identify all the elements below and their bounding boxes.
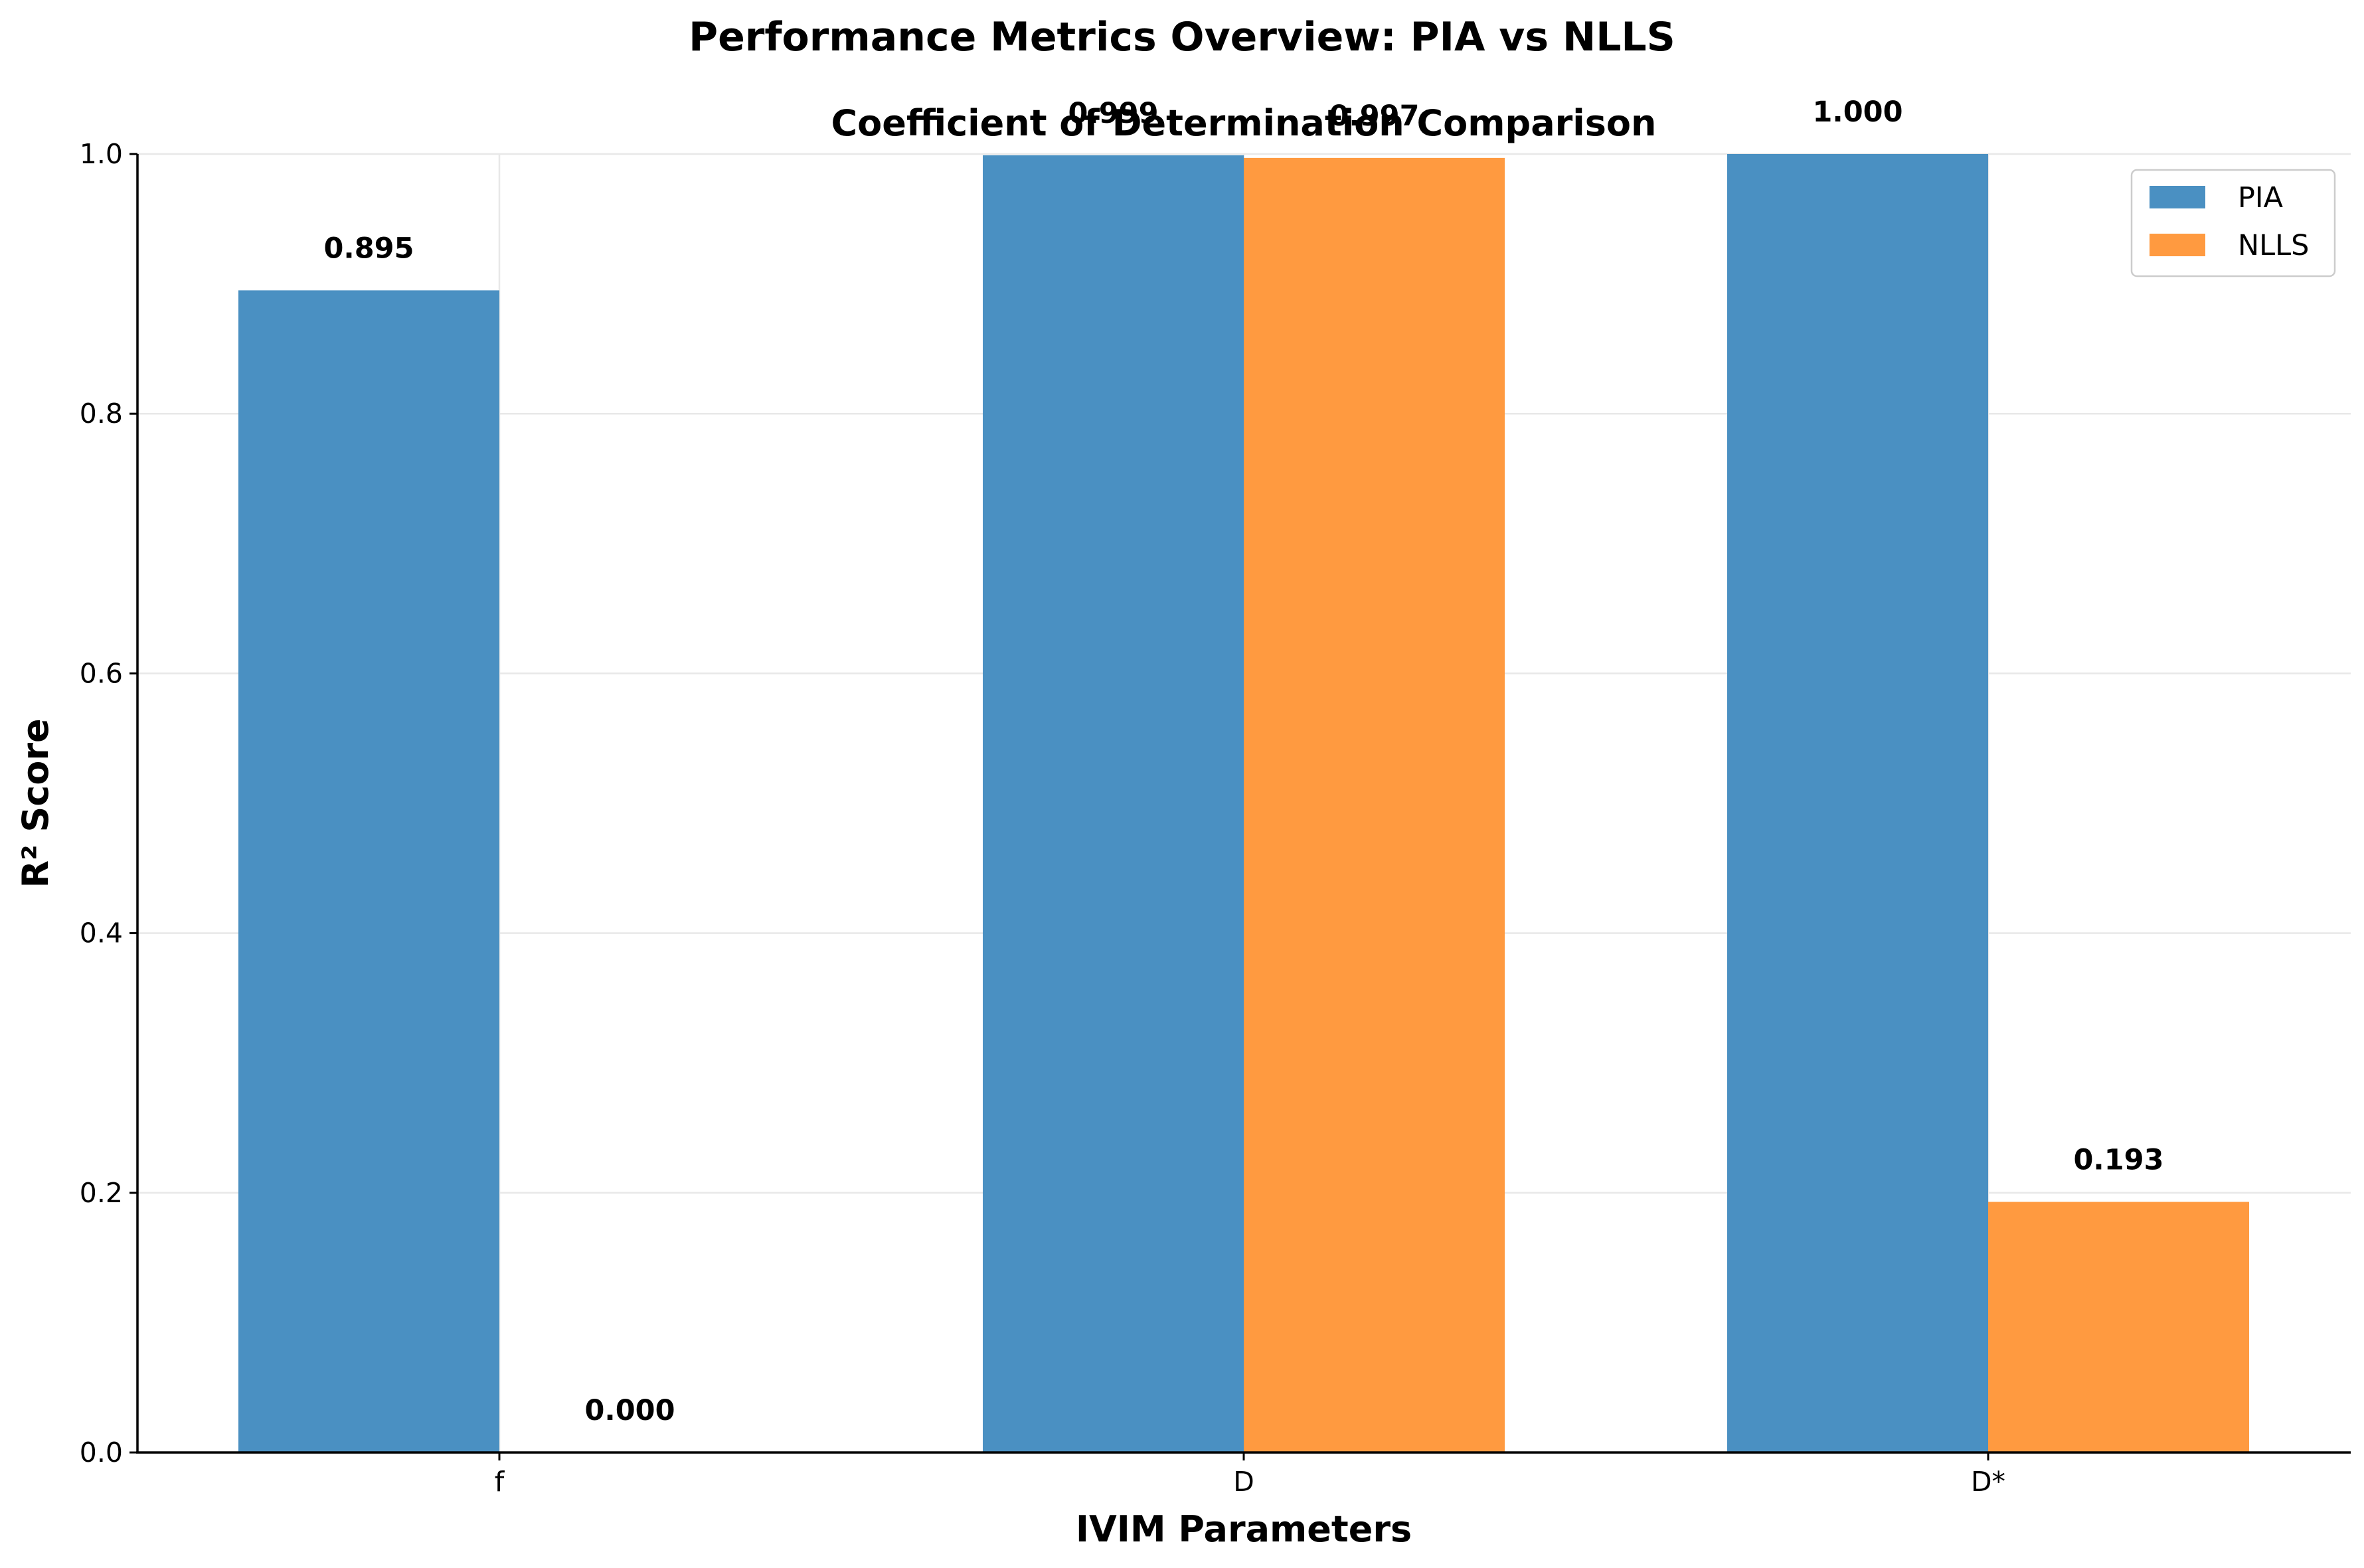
bars: [238, 154, 2249, 1452]
y-ticks: 0.0 0.2 0.4 0.6 0.8 1.0: [80, 138, 137, 1468]
y-tick-label: 0.8: [80, 398, 123, 430]
legend: PIA NLLS: [2130, 169, 2336, 277]
chart-title: Coefficient of Determination Comparison: [831, 102, 1657, 144]
x-tick-label: f: [495, 1466, 505, 1498]
y-tick-label: 0.6: [80, 657, 123, 689]
x-tick-label: D*: [1971, 1466, 2005, 1498]
legend-label-nlls: NLLS: [2238, 229, 2309, 262]
y-tick-label: 0.2: [80, 1177, 123, 1209]
value-label-pia: 0.999: [1068, 97, 1158, 130]
value-label-nlls: 0.997: [1329, 100, 1419, 133]
legend-label-pia: PIA: [2238, 181, 2284, 214]
legend-swatch-pia: [2150, 186, 2205, 208]
y-tick-label: 0.4: [80, 917, 123, 949]
bar-pia-d: [983, 155, 1244, 1452]
figure-title: Performance Metrics Overview: PIA vs NLL…: [689, 14, 1675, 60]
value-label-pia: 0.895: [323, 232, 414, 265]
x-tick-label: D: [1233, 1466, 1254, 1498]
x-ticks: f D D*: [495, 1452, 2005, 1498]
value-label-pia: 1.000: [1812, 96, 1902, 129]
value-label-nlls: 0.193: [2073, 1143, 2163, 1176]
y-axis-label: R² Score: [15, 718, 56, 888]
y-tick-label: 1.0: [80, 138, 123, 170]
bar-nlls-d: [1244, 157, 1505, 1452]
x-axis-label: IVIM Parameters: [1076, 1508, 1412, 1550]
value-labels: 0.895 0.999 1.000 0.000 0.997 0.193: [323, 96, 2163, 1427]
y-tick-label: 0.0: [80, 1437, 123, 1468]
legend-swatch-nlls: [2150, 234, 2205, 256]
bar-pia-f: [238, 290, 499, 1452]
bar-pia-dstar: [1727, 154, 1988, 1452]
bar-nlls-dstar: [1988, 1202, 2249, 1452]
value-label-nlls: 0.000: [584, 1394, 675, 1427]
